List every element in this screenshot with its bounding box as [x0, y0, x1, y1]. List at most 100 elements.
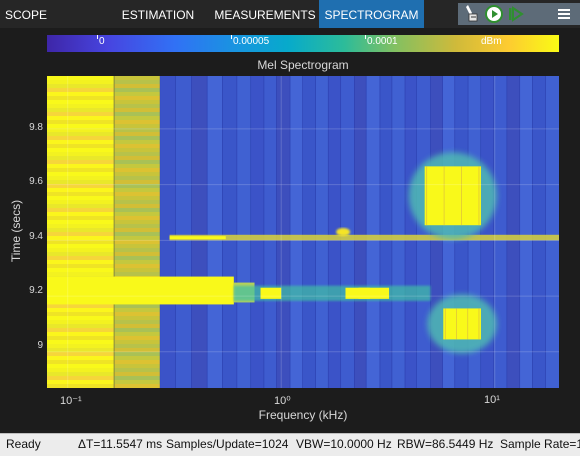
spectrogram-image [47, 76, 559, 388]
low-band-stripe [47, 332, 115, 336]
low-band-stripe [114, 380, 160, 384]
low-band-stripe [114, 128, 160, 132]
low-band-stripe [114, 332, 160, 336]
colorbar-tick-label: 0.0001 [367, 36, 398, 47]
mel-band-column [493, 76, 508, 388]
mel-band-column [236, 76, 252, 388]
low-band-stripe [47, 152, 115, 156]
low-band-stripe [47, 380, 115, 384]
tab-measurements[interactable]: MEASUREMENTS [214, 8, 316, 22]
low-band-stripe [114, 236, 160, 240]
low-band-stripe [114, 312, 160, 316]
low-band-stripe [47, 156, 115, 160]
low-band-stripe [114, 80, 160, 84]
low-band-stripe [47, 108, 115, 112]
low-band-stripe [47, 176, 115, 180]
low-band-stripe [47, 256, 115, 260]
tab-spectrogram[interactable]: SPECTROGRAM [319, 0, 424, 28]
line-hotspot [336, 228, 351, 236]
low-band-stripe [114, 116, 160, 120]
low-band-stripe [114, 356, 160, 360]
low-band-stripe [114, 200, 160, 204]
low-band-stripe [114, 132, 160, 136]
colorbar-tick-label: 0 [99, 36, 105, 47]
low-band-stripe [47, 112, 115, 116]
low-band-stripe [114, 308, 160, 312]
mel-band-column [302, 76, 317, 388]
step-forward-icon[interactable] [506, 4, 526, 24]
low-band-stripe [47, 84, 115, 88]
mel-band-column [276, 76, 291, 388]
low-band-stripe [114, 136, 160, 140]
tab-estimation[interactable]: ESTIMATION [121, 8, 195, 22]
low-band-stripe [114, 100, 160, 104]
low-band-stripe [114, 344, 160, 348]
mel-band-column [354, 76, 367, 388]
harmonic-segment [358, 287, 370, 299]
low-band-stripe [47, 328, 115, 332]
low-band-stripe [47, 348, 115, 352]
mel-band-column [315, 76, 329, 388]
mel-band-column [416, 76, 431, 388]
low-band-stripe [47, 340, 115, 344]
mel-band-column [207, 76, 223, 388]
low-band-stripe [47, 92, 115, 96]
low-band-stripe [47, 116, 115, 120]
y-tick-label: 9.6 [29, 176, 43, 187]
status-rbw: RBW=86.5449 Hz [397, 437, 494, 451]
low-band-stripe [114, 92, 160, 96]
low-band-stripe [114, 124, 160, 128]
mel-band-column [159, 76, 177, 388]
low-band-stripe [47, 200, 115, 204]
run-icon[interactable] [484, 4, 504, 24]
low-band-stripe [47, 132, 115, 136]
low-band-stripe [114, 384, 160, 388]
low-band-stripe [47, 180, 115, 184]
mel-band-column [379, 76, 393, 388]
colorbar-tick-mark [365, 35, 366, 39]
low-band-stripe [114, 252, 160, 256]
low-band-stripe [114, 328, 160, 332]
chart-title: Mel Spectrogram [257, 58, 349, 72]
toolbar-icons [458, 3, 580, 25]
tab-scope[interactable]: SCOPE [4, 8, 47, 22]
low-band-stripe [47, 260, 115, 264]
low-band-stripe [114, 228, 160, 232]
toolstrip: SCOPE ESTIMATION MEASUREMENTS SPECTROGRA… [0, 0, 580, 28]
low-band-stripe [47, 168, 115, 172]
mel-band-column [328, 76, 342, 388]
low-band-stripe [47, 316, 115, 320]
low-band-stripe [114, 156, 160, 160]
low-band-stripe [114, 324, 160, 328]
low-band-stripe [114, 192, 160, 196]
low-band-stripe [114, 272, 160, 276]
low-band-stripe [114, 248, 160, 252]
x-axis-label: Frequency (kHz) [258, 408, 348, 422]
colorbar-tick-mark [97, 35, 98, 39]
low-band-stripe [47, 196, 115, 200]
low-band-stripe [47, 336, 115, 340]
signal-probe-icon[interactable] [462, 4, 482, 24]
low-band-stripe [114, 224, 160, 228]
low-band-stripe [47, 128, 115, 132]
low-band-stripe [114, 184, 160, 188]
low-band-stripe [47, 96, 115, 100]
low-band-stripe [47, 212, 115, 216]
low-band-stripe [114, 168, 160, 172]
low-band-stripe [114, 96, 160, 100]
low-band-stripe [114, 316, 160, 320]
low-band-stripe [47, 192, 115, 196]
menu-icon[interactable] [554, 4, 574, 24]
spectrogram-axes[interactable] [47, 76, 559, 388]
low-band-stripe [47, 324, 115, 328]
low-band-stripe [47, 356, 115, 360]
low-band-stripe [114, 376, 160, 380]
low-band-stripe [114, 364, 160, 368]
low-band-stripe [47, 184, 115, 188]
low-band-stripe [47, 240, 115, 244]
low-band-stripe [114, 112, 160, 116]
low-band-stripe [47, 368, 115, 372]
low-band-stripe [114, 304, 160, 308]
low-band-stripe [114, 160, 160, 164]
low-band-stripe [114, 172, 160, 176]
